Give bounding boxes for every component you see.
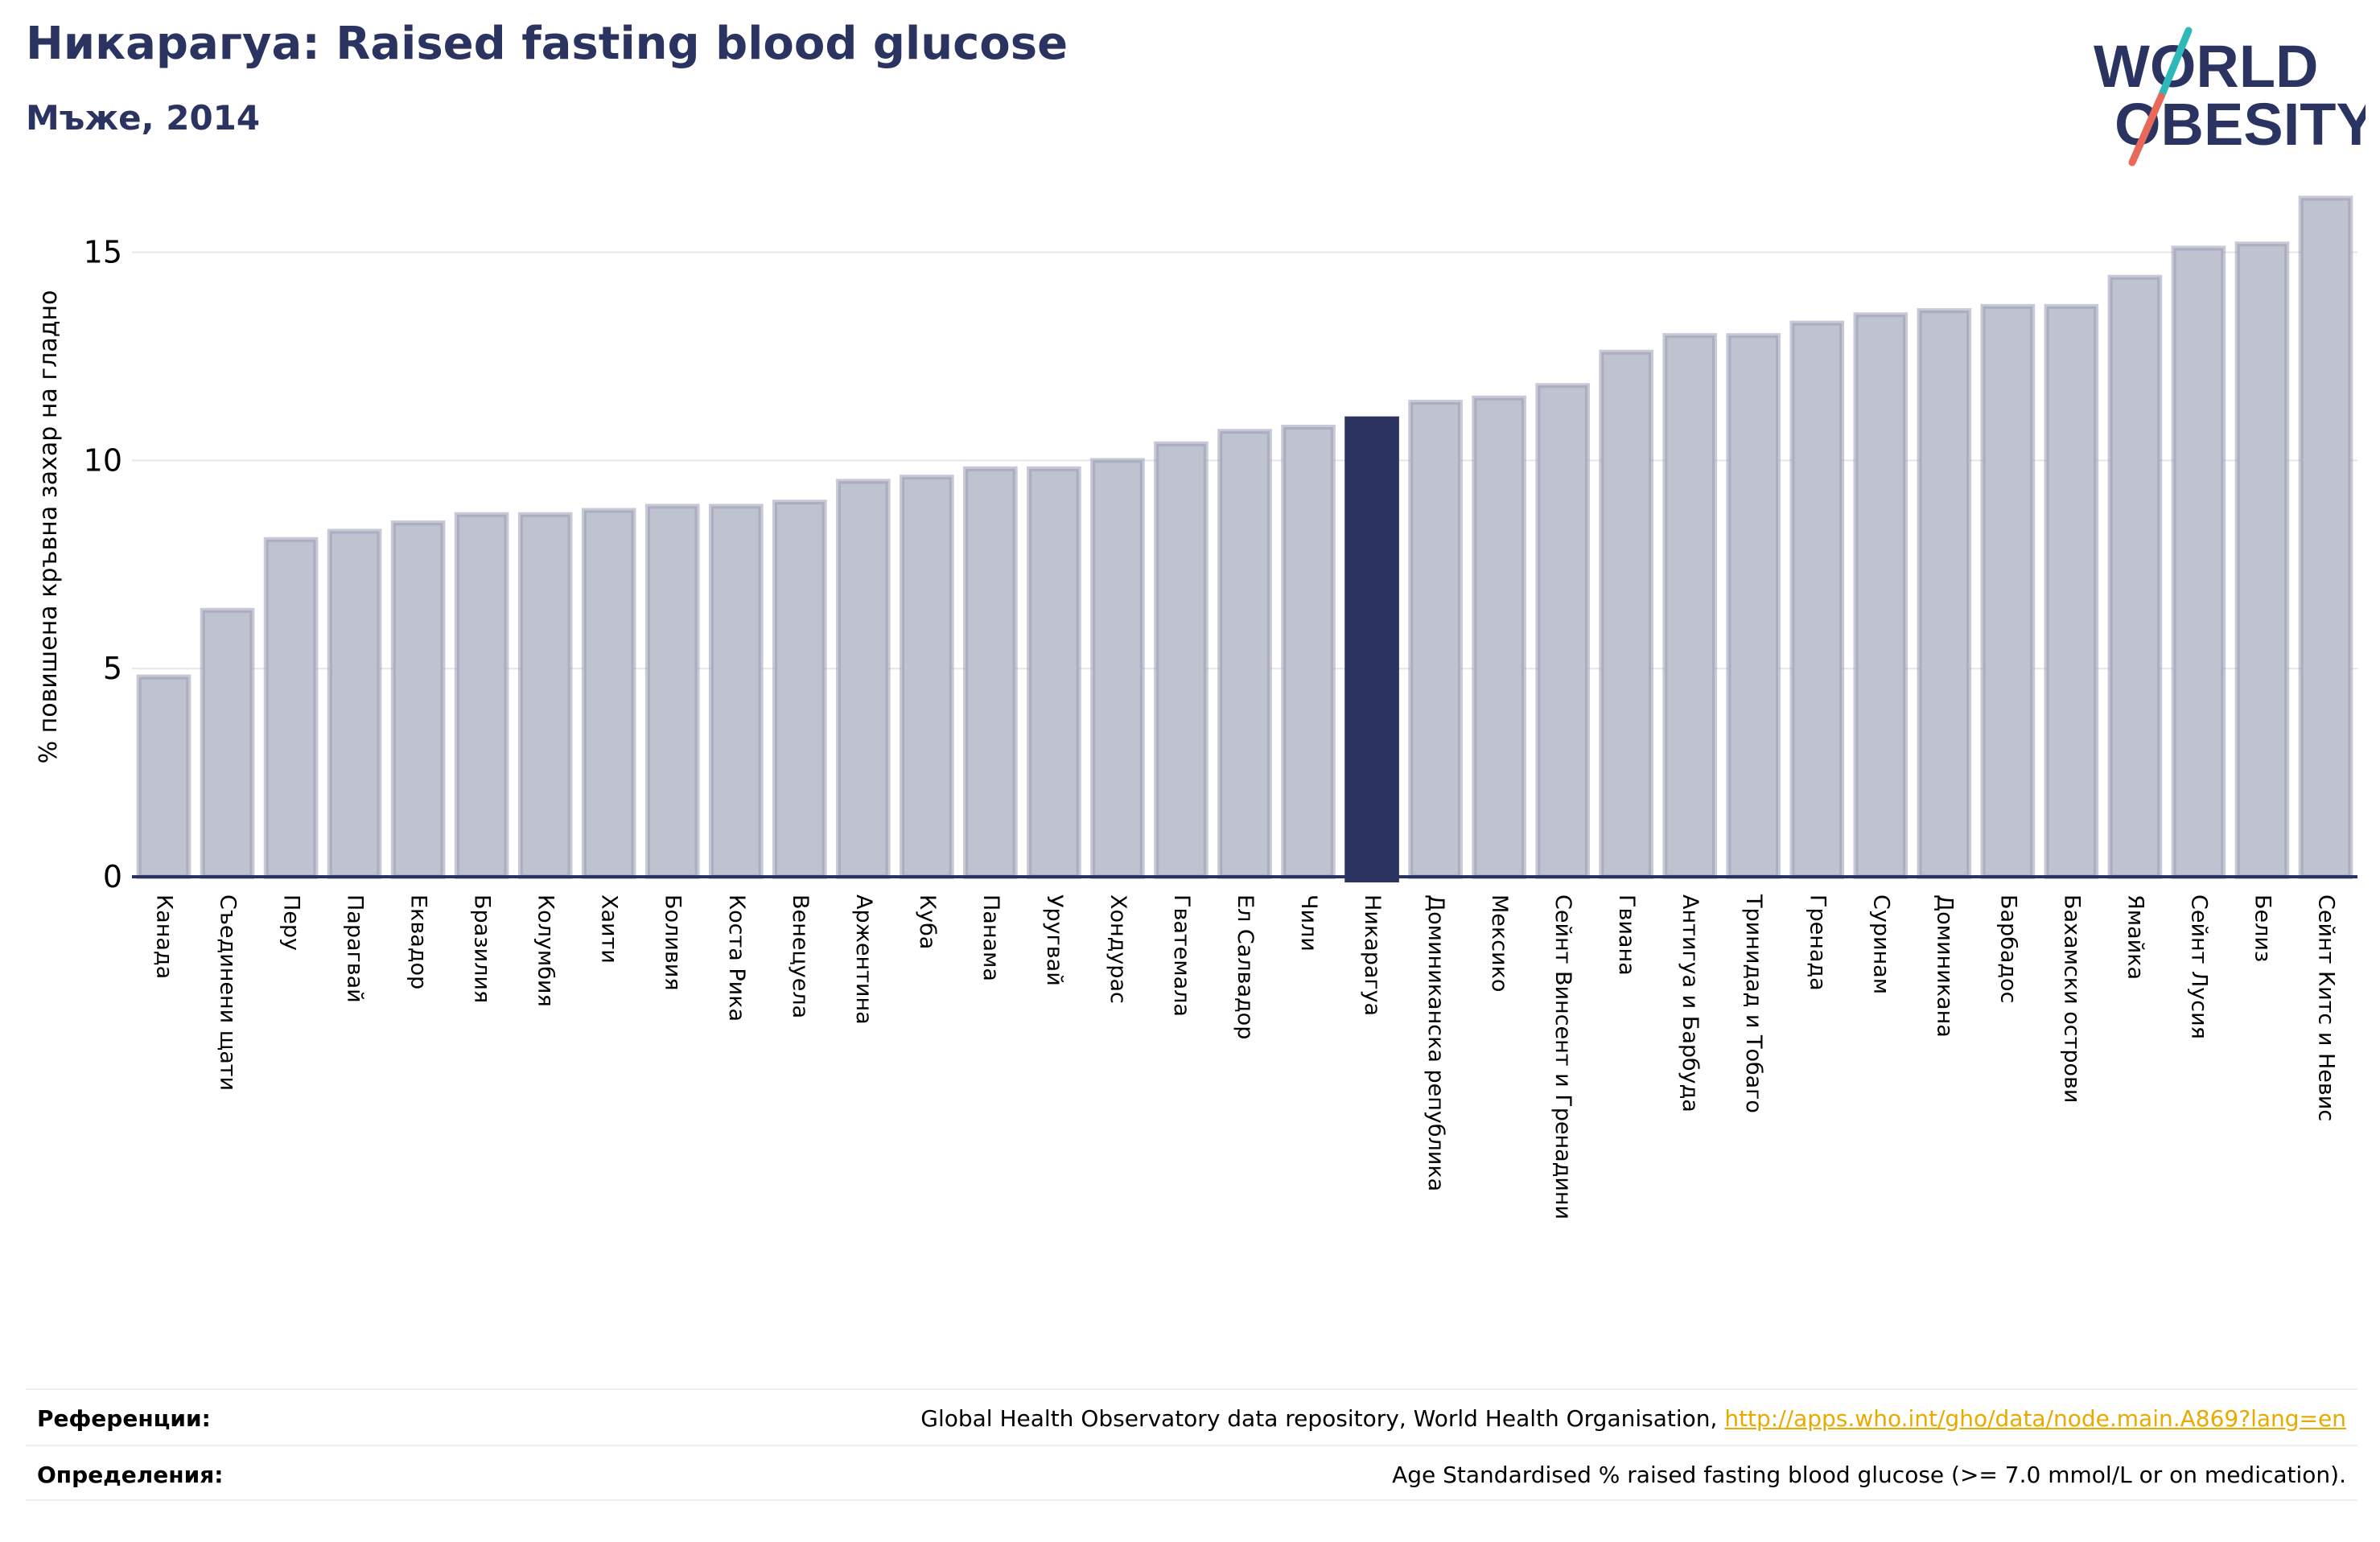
x-tick-label: Панама [978, 894, 1003, 981]
bar [644, 504, 700, 880]
bar [1535, 383, 1590, 879]
x-tick-label: Суринам [1868, 894, 1893, 994]
chart-bars [136, 195, 2353, 882]
references-label: Референции: [37, 1404, 211, 1432]
x-tick-label: Съединени щати [216, 894, 241, 1091]
bar [1472, 395, 1526, 879]
bar [263, 537, 319, 879]
bar [2234, 241, 2290, 879]
x-tick-label: Чили [1296, 894, 1321, 952]
x-tick-label: Хондурас [1106, 894, 1130, 1004]
x-tick-label: Колумбия [533, 894, 558, 1007]
x-tick-label: Ел Салвадор [1233, 894, 1258, 1039]
y-tick-label: 5 [103, 651, 122, 686]
x-tick-label: Сейнт Китс и Невис [2313, 894, 2338, 1121]
bar [1726, 333, 1781, 880]
bar [1281, 425, 1336, 879]
x-tick-label: Гватемала [1169, 894, 1194, 1017]
x-tick-label: Канада [152, 894, 177, 979]
bar [772, 500, 827, 879]
bar [390, 520, 446, 879]
bar [1154, 441, 1209, 879]
bar [708, 504, 764, 880]
x-tick-label: Барбадос [1995, 894, 2020, 1003]
bar [1789, 320, 1845, 879]
y-axis-title: % повишена кръвна захар на гладно [35, 290, 63, 764]
bar [1980, 303, 2036, 879]
x-tick-label: Тринидад и Тобаго [1741, 894, 1766, 1113]
bar [900, 475, 954, 879]
x-tick-label: Еквадор [406, 894, 431, 989]
x-tick-label: Боливия [661, 894, 686, 991]
logo-word-world: WORLD [2094, 33, 2319, 100]
references-value: Global Health Observatory data repositor… [920, 1405, 2357, 1432]
x-tick-label: Парагвай [343, 894, 368, 1003]
bar [2044, 303, 2099, 879]
y-axis-ticks: 0 5 10 15 [84, 235, 122, 894]
x-tick-label: Белиз [2250, 894, 2275, 962]
y-tick-label: 10 [84, 442, 122, 478]
references-row: Референции: Global Health Observatory da… [26, 1388, 2357, 1446]
bar [1917, 308, 1972, 879]
bar [2107, 274, 2163, 879]
x-tick-label: Сейнт Винсент и Гренадини [1550, 894, 1575, 1219]
x-tick-label: Гвиана [1614, 894, 1639, 976]
world-obesity-logo: WORLD OBESITY [2094, 27, 2366, 167]
bar [1853, 312, 1909, 880]
logo-slash-bottom [2128, 93, 2165, 167]
bar [1027, 466, 1081, 879]
x-tick-label: Мексико [1487, 894, 1512, 992]
definitions-value: Age Standardised % raised fasting blood … [1392, 1461, 2346, 1488]
bar [136, 674, 191, 880]
x-tick-label: Коста Рика [724, 894, 749, 1022]
x-tick-label: Аржентина [851, 894, 876, 1025]
definitions-row: Определения: Age Standardised % raised f… [26, 1445, 2357, 1503]
bar [2171, 245, 2226, 879]
x-tick-label: Ямайка [2123, 894, 2147, 980]
bar [1217, 429, 1272, 879]
x-tick-label: Венецуела [788, 894, 813, 1018]
bar [581, 508, 636, 879]
bar [1090, 458, 1145, 879]
references-text: Global Health Observatory data repositor… [920, 1404, 1725, 1432]
bar [327, 528, 382, 879]
bar [963, 466, 1018, 879]
bar [200, 607, 255, 879]
x-tick-label: Хаити [597, 894, 622, 964]
x-tick-label: Сейнт Лусия [2186, 894, 2211, 1039]
logo-slash-top [2157, 27, 2193, 101]
table-bottom-rule [26, 1499, 2357, 1501]
bar [454, 512, 509, 880]
bar [517, 512, 573, 880]
bar [1662, 333, 1718, 880]
bar-chart: 0 5 10 15 Канада Съединени щати Перу Парагвай Е… [35, 195, 2357, 1219]
x-tick-label: Гренада [1805, 894, 1830, 991]
x-axis-labels: Канада Съединени щати Перу Парагвай Еквадор Б… [152, 894, 2339, 1219]
x-tick-label: Доминикана [1932, 894, 1957, 1038]
bar [1599, 349, 1653, 879]
x-tick-label: Антигуа и Барбуда [1678, 894, 1703, 1112]
y-tick-label: 15 [84, 235, 122, 270]
x-tick-label: Бразилия [470, 894, 495, 1003]
y-tick-label: 0 [103, 859, 122, 894]
x-tick-label: Перу [279, 894, 304, 951]
references-link[interactable]: http://apps.who.int/gho/data/node.main.A… [1724, 1404, 2346, 1432]
x-tick-label: Доминиканска република [1423, 894, 1448, 1191]
bar-highlight [1344, 416, 1399, 882]
definitions-label: Определения: [37, 1461, 224, 1488]
bar [1408, 399, 1463, 879]
x-tick-label: Куба [915, 894, 940, 949]
page-subtitle: Мъже, 2014 [26, 98, 261, 138]
x-tick-label: Никарагуа [1360, 894, 1385, 1016]
bar [2298, 195, 2353, 880]
bar [836, 479, 891, 879]
page-title: Никарагуа: Raised fasting blood glucose [26, 18, 1069, 70]
x-tick-label: Бахамски острови [2059, 894, 2084, 1103]
x-tick-label: Уругвай [1042, 894, 1067, 986]
